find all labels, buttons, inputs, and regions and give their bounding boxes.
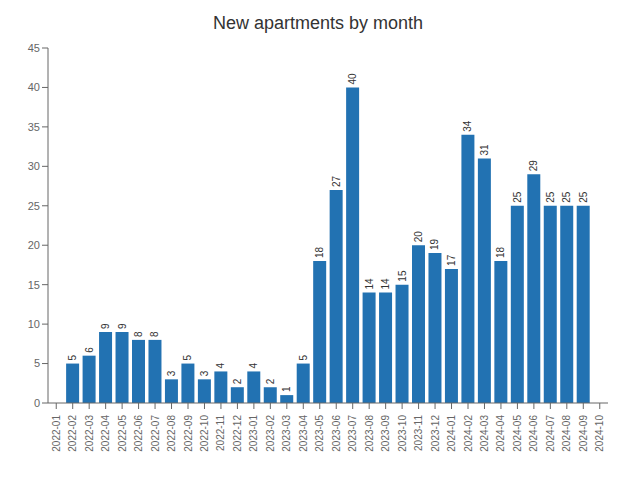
- svg-text:27: 27: [331, 175, 342, 187]
- svg-text:19: 19: [429, 239, 440, 251]
- svg-text:2023-09: 2023-09: [380, 415, 391, 452]
- svg-text:2024-03: 2024-03: [479, 415, 490, 452]
- svg-text:2024-06: 2024-06: [528, 415, 539, 452]
- svg-text:14: 14: [364, 278, 375, 290]
- svg-text:14: 14: [380, 278, 391, 290]
- svg-text:2024-01: 2024-01: [446, 415, 457, 452]
- svg-text:2022-01: 2022-01: [51, 415, 62, 452]
- svg-text:5: 5: [34, 357, 40, 369]
- svg-text:4: 4: [215, 362, 226, 368]
- svg-text:2023-05: 2023-05: [314, 415, 325, 452]
- svg-text:5: 5: [67, 355, 78, 361]
- svg-text:2024-07: 2024-07: [545, 415, 556, 452]
- svg-text:45: 45: [28, 42, 40, 54]
- svg-text:25: 25: [578, 191, 589, 203]
- svg-text:25: 25: [561, 191, 572, 203]
- svg-text:2022-10: 2022-10: [199, 415, 210, 452]
- svg-text:2023-07: 2023-07: [347, 415, 358, 452]
- svg-text:2022-04: 2022-04: [100, 415, 111, 452]
- svg-text:35: 35: [28, 121, 40, 133]
- svg-text:2: 2: [265, 378, 276, 384]
- html-text:New apartments by month: New apartments by month: [213, 13, 423, 33]
- svg-text:18: 18: [314, 246, 325, 258]
- svg-text:18: 18: [495, 246, 506, 258]
- svg-text:2022-09: 2022-09: [183, 415, 194, 452]
- svg-text:2022-07: 2022-07: [150, 415, 161, 452]
- svg-text:8: 8: [133, 331, 144, 337]
- svg-text:20: 20: [28, 239, 40, 251]
- svg-text:5: 5: [298, 355, 309, 361]
- svg-text:31: 31: [479, 144, 490, 156]
- svg-text:40: 40: [347, 73, 358, 85]
- svg-text:2023-11: 2023-11: [413, 415, 424, 451]
- svg-text:2022-03: 2022-03: [84, 415, 95, 452]
- svg-text:2024-09: 2024-09: [578, 415, 589, 452]
- svg-text:4: 4: [248, 362, 259, 368]
- svg-text:2022-08: 2022-08: [166, 415, 177, 452]
- svg-text:29: 29: [528, 160, 539, 172]
- svg-text:2023-03: 2023-03: [281, 415, 292, 452]
- svg-text:9: 9: [117, 323, 128, 329]
- svg-text:2023-01: 2023-01: [248, 415, 259, 452]
- svg-text:2022-05: 2022-05: [117, 415, 128, 452]
- svg-text:25: 25: [545, 191, 556, 203]
- svg-text:3: 3: [199, 370, 210, 376]
- svg-text:20: 20: [413, 231, 424, 243]
- svg-text:2023-02: 2023-02: [265, 415, 276, 452]
- svg-text:8: 8: [149, 331, 160, 337]
- svg-text:3: 3: [166, 370, 177, 376]
- svg-text:40: 40: [28, 81, 40, 93]
- svg-text:2023-06: 2023-06: [331, 415, 342, 452]
- svg-text:2023-04: 2023-04: [298, 415, 309, 452]
- svg-text:17: 17: [446, 254, 457, 266]
- svg-text:2024-02: 2024-02: [463, 415, 474, 452]
- svg-text:6: 6: [84, 347, 95, 353]
- svg-text:1: 1: [281, 386, 292, 392]
- svg-text:34: 34: [462, 120, 473, 132]
- svg-text:0: 0: [34, 397, 40, 409]
- svg-text:2023-10: 2023-10: [397, 415, 408, 452]
- svg-text:2023-12: 2023-12: [430, 415, 441, 452]
- svg-text:9: 9: [100, 323, 111, 329]
- svg-text:2024-04: 2024-04: [495, 415, 506, 452]
- svg-text:25: 25: [28, 200, 40, 212]
- svg-text:2024-08: 2024-08: [561, 415, 572, 452]
- svg-text:2: 2: [232, 378, 243, 384]
- svg-text:2024-05: 2024-05: [512, 415, 523, 452]
- svg-text:30: 30: [28, 160, 40, 172]
- svg-text:2022-12: 2022-12: [232, 415, 243, 452]
- svg-text:15: 15: [28, 279, 40, 291]
- svg-text:2022-06: 2022-06: [133, 415, 144, 452]
- svg-text:2022-11: 2022-11: [215, 415, 226, 451]
- svg-text:10: 10: [28, 318, 40, 330]
- svg-text:15: 15: [397, 270, 408, 282]
- svg-text:2022-02: 2022-02: [67, 415, 78, 452]
- svg-text:5: 5: [182, 355, 193, 361]
- svg-text:2024-10: 2024-10: [594, 415, 605, 452]
- svg-text:2023-08: 2023-08: [364, 415, 375, 452]
- svg-text:25: 25: [512, 191, 523, 203]
